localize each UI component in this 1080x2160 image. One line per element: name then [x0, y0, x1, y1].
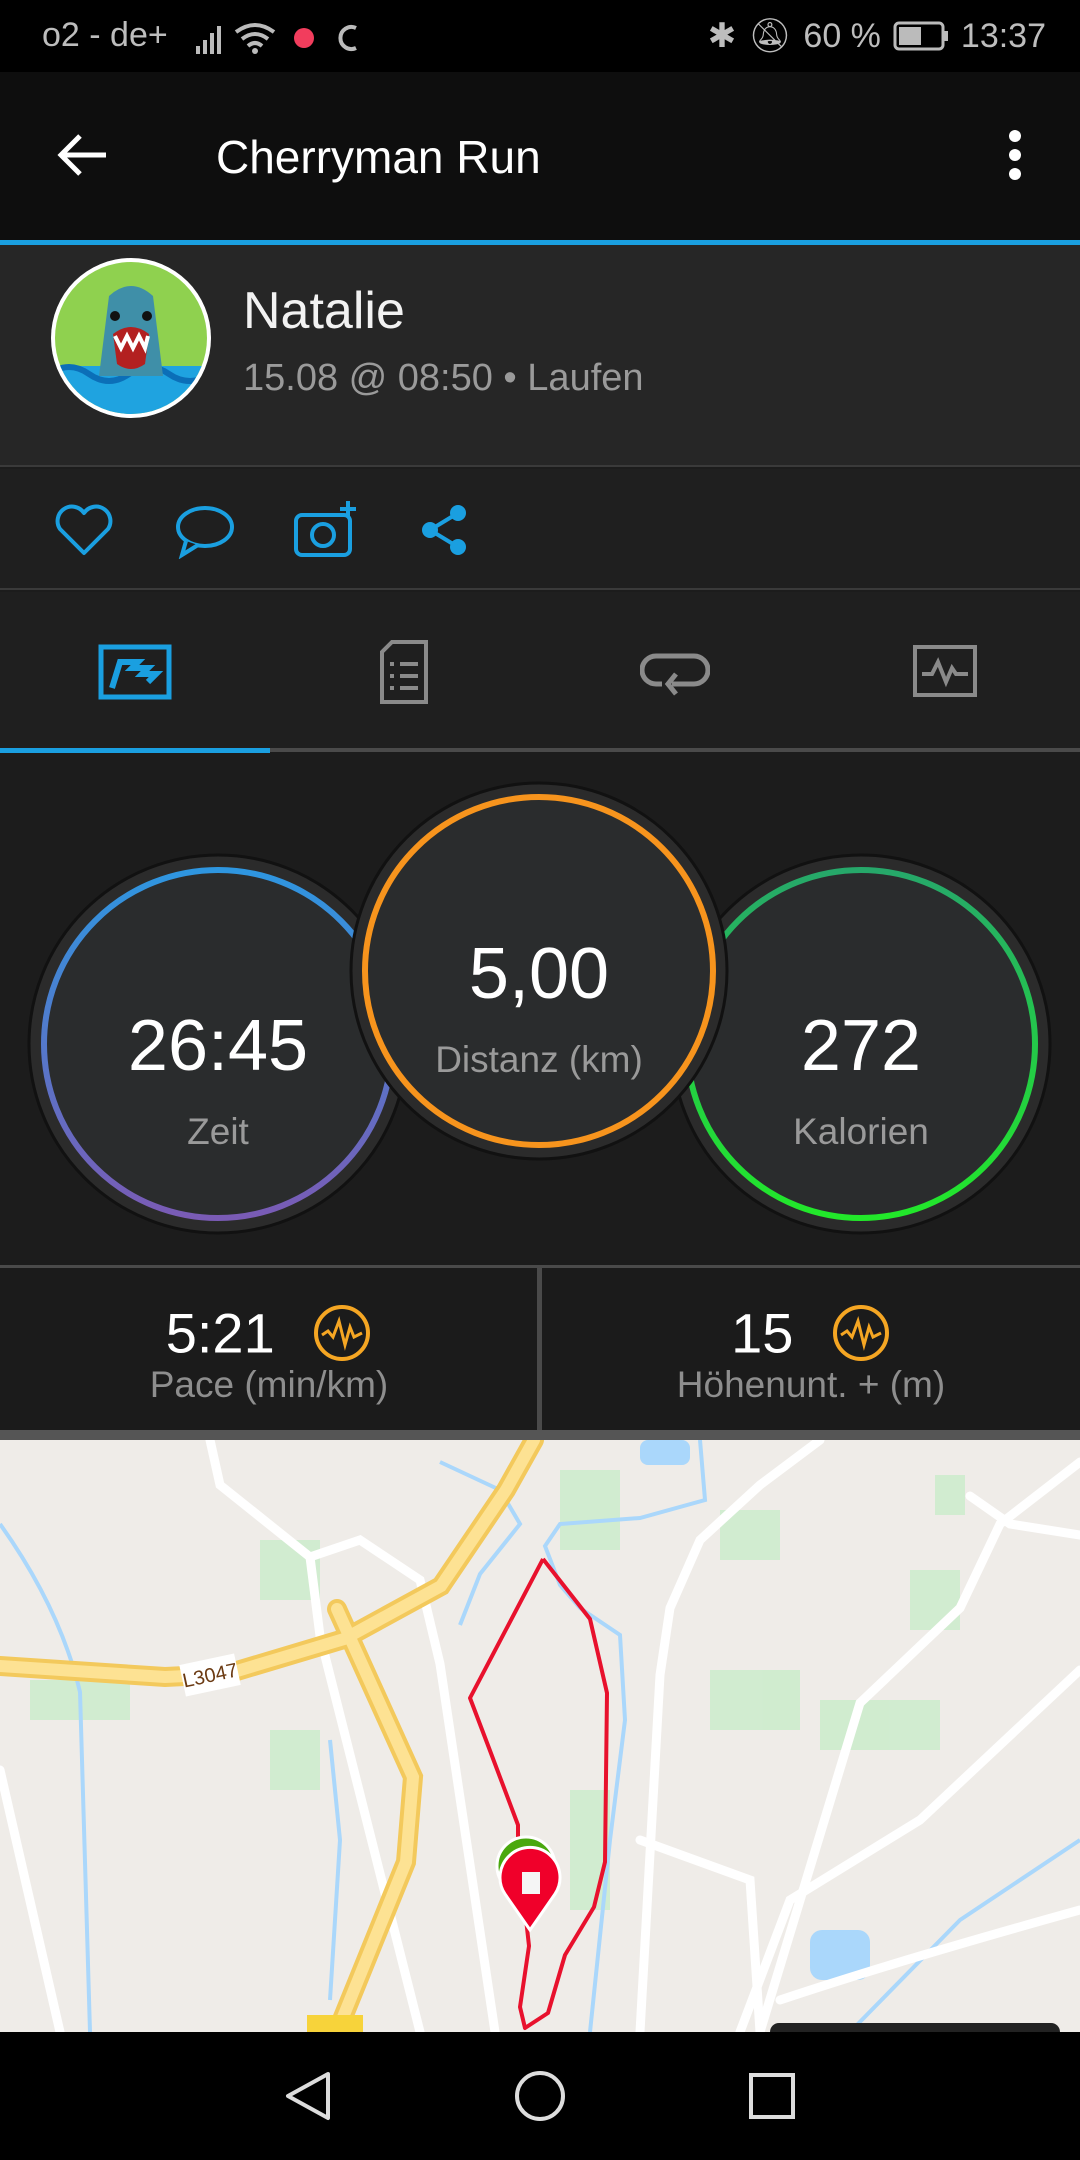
- action-row: [0, 469, 1080, 590]
- tab-charts[interactable]: [912, 644, 978, 698]
- avatar[interactable]: [49, 256, 213, 420]
- tab-overview[interactable]: [98, 644, 172, 700]
- secondary-stats: 5:21 Pace (min/km) 15 Höhenunt. + (m): [0, 1265, 1080, 1440]
- status-bar: o2 - de+ ✱ 🔕︎ 60 % 13:37: [0, 0, 1080, 72]
- chart-icon: [314, 1305, 371, 1362]
- tab-details[interactable]: [378, 638, 430, 706]
- battery-icon: [893, 21, 948, 51]
- add-photo-icon[interactable]: [292, 499, 360, 559]
- elevation-label: Höhenunt. + (m): [676, 1364, 946, 1405]
- tab-bar: [0, 592, 1080, 752]
- distance-ring: [362, 794, 716, 1148]
- app-bar: Cherryman Run: [0, 72, 1080, 240]
- comment-icon[interactable]: [172, 503, 236, 559]
- route-line: [468, 1557, 609, 2030]
- system-nav-bar: [0, 2032, 1080, 2160]
- tab-laps[interactable]: [640, 644, 710, 696]
- accent-divider: [0, 240, 1080, 245]
- elevation-value: 15: [731, 1301, 794, 1365]
- pace-value: 5:21: [165, 1301, 275, 1365]
- stat-rings: [27, 781, 1052, 1235]
- elevation-stat[interactable]: 15 Höhenunt. + (m): [542, 1268, 1080, 1428]
- pace-stat[interactable]: 5:21 Pace (min/km): [0, 1268, 538, 1428]
- more-options-icon[interactable]: [1000, 130, 1030, 180]
- like-heart-icon[interactable]: [54, 503, 114, 557]
- status-right: ✱ 🔕︎ 60 % 13:37: [708, 16, 1046, 56]
- back-arrow-icon[interactable]: [54, 130, 114, 180]
- clock: 13:37: [960, 16, 1046, 55]
- nav-home-icon[interactable]: [512, 2068, 568, 2124]
- route-map[interactable]: L3047: [0, 1440, 1080, 2032]
- active-tab-indicator: [0, 748, 270, 753]
- activity-subtitle: 15.08 @ 08:50 • Laufen: [243, 357, 644, 399]
- distance-value: 5,00: [468, 934, 610, 1014]
- chart-icon: [832, 1305, 889, 1362]
- bell-off-icon: 🔕︎: [748, 17, 792, 55]
- signal-wifi-icons: [196, 23, 357, 54]
- bluetooth-icon: ✱: [707, 17, 737, 55]
- calories-label: Kalorien: [793, 1111, 929, 1152]
- time-label: Zeit: [187, 1111, 249, 1152]
- share-icon[interactable]: [418, 503, 472, 557]
- time-value: 26:45: [127, 1006, 309, 1086]
- map-overlay-button[interactable]: [770, 2023, 1060, 2032]
- road-shield: [307, 2015, 363, 2032]
- distance-label: Distanz (km): [435, 1039, 643, 1080]
- calories-value: 272: [800, 1006, 922, 1086]
- carrier-label: o2 - de+: [42, 16, 168, 54]
- nav-recents-icon[interactable]: [744, 2068, 800, 2124]
- summary-stats: 26:45 Zeit 5,00 Distanz (km) 272 Kalorie…: [0, 755, 1080, 1265]
- profile-header: Natalie 15.08 @ 08:50 • Laufen: [0, 245, 1080, 467]
- user-name[interactable]: Natalie: [243, 282, 405, 340]
- pace-label: Pace (min/km): [149, 1364, 389, 1405]
- map-canvas: L3047: [0, 1440, 1080, 2032]
- end-marker-icon[interactable]: [490, 1830, 570, 1940]
- stat-divider: [537, 1268, 542, 1430]
- page-title: Cherryman Run: [216, 131, 541, 183]
- nav-back-icon[interactable]: [280, 2068, 336, 2124]
- battery-percent: 60 %: [803, 16, 881, 55]
